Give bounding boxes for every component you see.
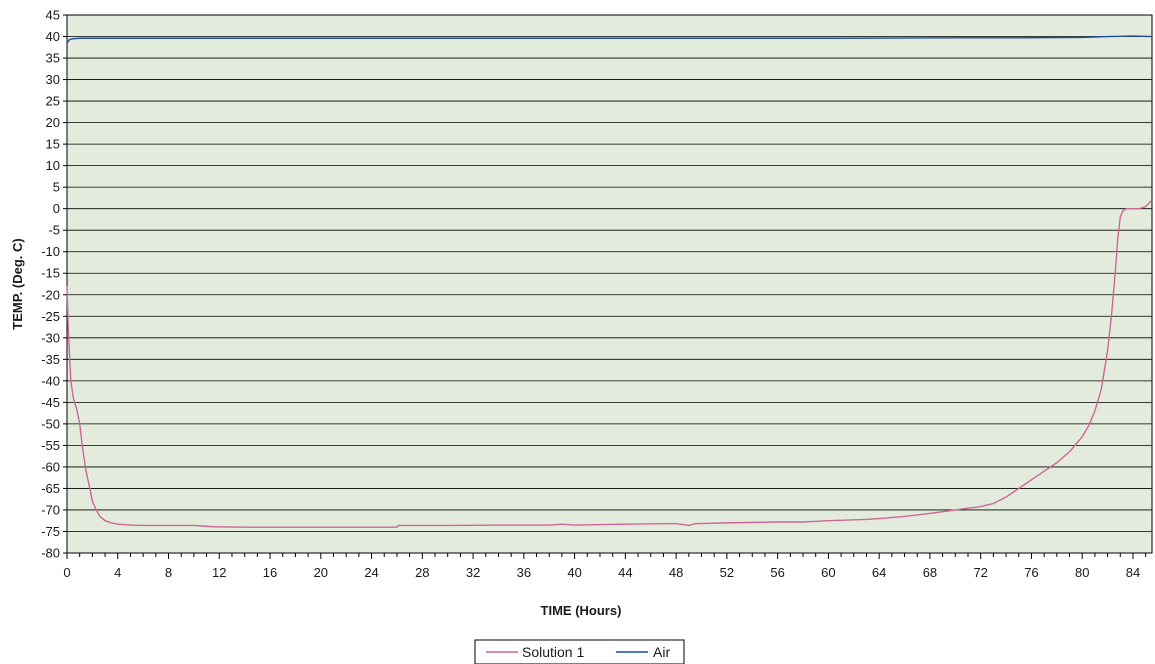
y-tick-label: -60 bbox=[41, 459, 60, 474]
x-tick-label: 80 bbox=[1075, 565, 1089, 580]
y-tick-label: -15 bbox=[41, 266, 60, 281]
y-tick-label: 40 bbox=[46, 29, 60, 44]
y-tick-label: 0 bbox=[53, 201, 60, 216]
y-axis-title: TEMP. (Deg. C) bbox=[10, 238, 25, 330]
x-tick-label: 84 bbox=[1126, 565, 1140, 580]
y-tick-label: -75 bbox=[41, 524, 60, 539]
legend-label-solution-1: Solution 1 bbox=[522, 644, 584, 660]
x-tick-label: 8 bbox=[165, 565, 172, 580]
x-tick-label: 40 bbox=[567, 565, 581, 580]
x-tick-label: 64 bbox=[872, 565, 886, 580]
x-tick-label: 68 bbox=[923, 565, 937, 580]
x-tick-label: 4 bbox=[114, 565, 121, 580]
x-tick-label: 12 bbox=[212, 565, 226, 580]
y-tick-label: -20 bbox=[41, 287, 60, 302]
y-tick-label: -65 bbox=[41, 481, 60, 496]
series-line-1 bbox=[66, 35, 1153, 44]
x-tick-label: 16 bbox=[263, 565, 277, 580]
y-tick-label: 15 bbox=[46, 137, 60, 152]
y-tick-label: 45 bbox=[46, 8, 60, 23]
y-tick-label: 5 bbox=[53, 180, 60, 195]
x-tick-label: 56 bbox=[770, 565, 784, 580]
x-tick-label: 48 bbox=[669, 565, 683, 580]
x-tick-label: 44 bbox=[618, 565, 632, 580]
x-axis: 0 4 8 12 16 20 24 28 32 36 40 44 48 52 56 60 64 68 72 76 80 8… bbox=[63, 553, 1147, 580]
y-tick-label: 25 bbox=[46, 94, 60, 109]
x-tick-label: 76 bbox=[1024, 565, 1038, 580]
y-tick-label: -55 bbox=[41, 438, 60, 453]
series-group bbox=[66, 35, 1153, 528]
x-tick-label: 32 bbox=[466, 565, 480, 580]
plot-area bbox=[66, 14, 1153, 554]
legend-label-air: Air bbox=[653, 644, 670, 660]
x-tick-label: 28 bbox=[415, 565, 429, 580]
y-tick-label: -10 bbox=[41, 244, 60, 259]
x-tick-label: 36 bbox=[517, 565, 531, 580]
y-tick-label: -5 bbox=[48, 223, 60, 238]
y-tick-label: 10 bbox=[46, 158, 60, 173]
y-tick-label: -70 bbox=[41, 502, 60, 517]
x-tick-label: 20 bbox=[314, 565, 328, 580]
y-tick-label: -50 bbox=[41, 416, 60, 431]
legend: Solution 1 Air bbox=[474, 639, 685, 664]
x-tick-label: 0 bbox=[63, 565, 70, 580]
y-tick-label: -80 bbox=[41, 546, 60, 561]
y-tick-label: -30 bbox=[41, 330, 60, 345]
x-axis-title: TIME (Hours) bbox=[541, 603, 622, 618]
grid-lines bbox=[67, 36, 1152, 532]
x-tick-label: 24 bbox=[364, 565, 378, 580]
y-tick-label: -35 bbox=[41, 352, 60, 367]
x-tick-label: 72 bbox=[973, 565, 987, 580]
y-tick-label: 20 bbox=[46, 115, 60, 130]
series-line-0 bbox=[66, 199, 1153, 528]
y-tick-label: -40 bbox=[41, 373, 60, 388]
y-tick-label: -25 bbox=[41, 309, 60, 324]
x-tick-label: 60 bbox=[821, 565, 835, 580]
y-tick-label: 30 bbox=[46, 72, 60, 87]
y-axis: 45 40 35 30 25 20 15 10 5 0 -5 -10 -15 -20 -25 -30 -35 -4… bbox=[41, 8, 67, 561]
x-tick-label: 52 bbox=[720, 565, 734, 580]
y-tick-label: 35 bbox=[46, 51, 60, 66]
y-tick-label: -45 bbox=[41, 395, 60, 410]
